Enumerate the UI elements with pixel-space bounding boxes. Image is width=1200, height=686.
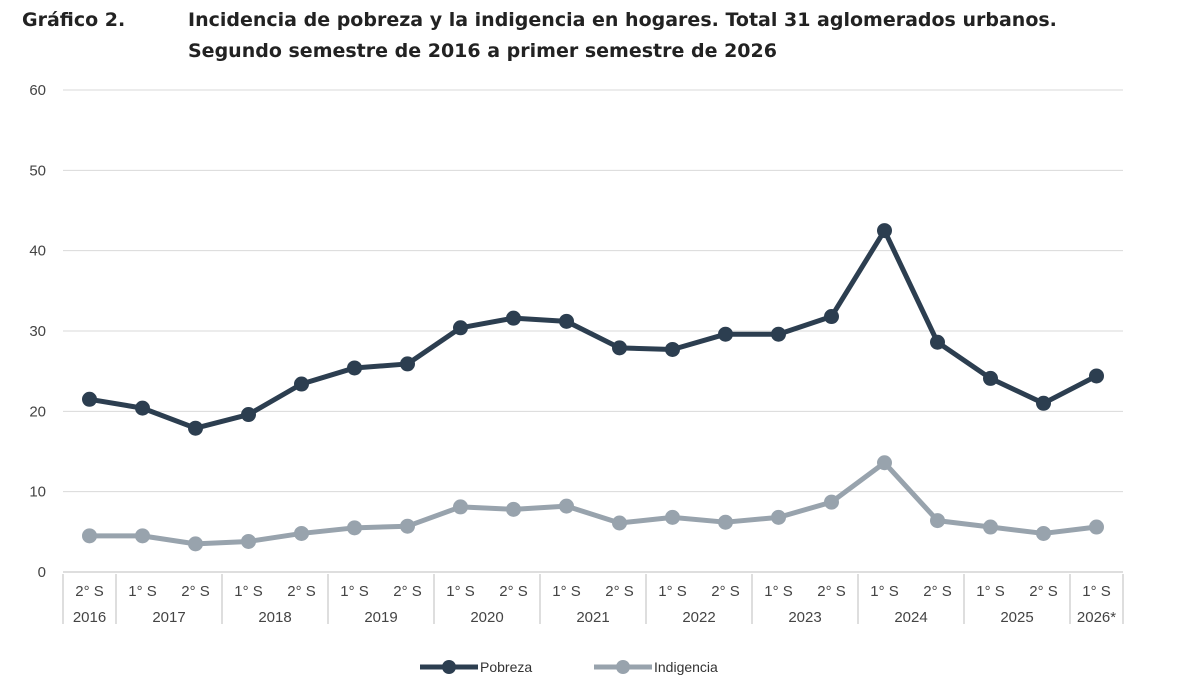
data-point-pobreza [1089,368,1104,384]
data-point-indigencia [1036,525,1051,541]
x-tick-label: 1° S [764,583,793,600]
x-tick-label: 1° S [870,583,899,600]
y-tick-label: 20 [29,403,46,420]
data-point-indigencia [453,499,468,515]
x-tick-label: 1° S [234,583,263,600]
data-point-indigencia [241,533,256,549]
data-point-pobreza [400,356,415,372]
legend-label: Pobreza [480,659,532,675]
year-label: 2018 [258,609,291,626]
data-point-pobreza [453,320,468,336]
year-label: 2023 [788,609,821,626]
x-tick-label: 2° S [499,583,528,600]
data-point-indigencia [559,498,574,514]
y-tick-label: 40 [29,243,46,260]
data-point-pobreza [135,400,150,416]
data-point-indigencia [718,514,733,530]
data-point-pobreza [824,309,839,325]
data-point-pobreza [877,223,892,239]
x-axis: 0 10 20 30 40 50 60 2° S 1° S 2° S 1° S 2° S 1° S 2° … [29,82,1124,626]
data-point-indigencia [877,455,892,471]
x-tick-label: 2° S [923,583,952,600]
data-point-indigencia [347,520,362,536]
data-point-pobreza [294,376,309,392]
legend-swatch-marker [616,660,630,674]
x-tick-label: 1° S [552,583,581,600]
x-tick-label: 1° S [658,583,687,600]
data-point-indigencia [294,525,309,541]
data-point-indigencia [188,536,203,552]
x-tick-label: 1° S [1082,583,1111,600]
x-tick-label: 1° S [340,583,369,600]
data-point-pobreza [82,391,97,407]
series-line-pobreza [87,228,1099,431]
data-point-indigencia [82,528,97,544]
y-tick-label: 50 [29,162,46,179]
legend-swatch-marker [442,660,456,674]
data-point-pobreza [771,326,786,342]
x-tick-label: 2° S [181,583,210,600]
data-point-indigencia [400,518,415,534]
data-point-indigencia [824,494,839,510]
series-line-indigencia [87,460,1099,547]
data-point-pobreza [930,334,945,350]
chart-title-line2: Segundo semestre de 2016 a primer semest… [188,40,777,62]
y-tick-label: 0 [38,564,46,581]
plot-area [82,223,1104,552]
data-point-indigencia [930,513,945,529]
data-point-pobreza [612,340,627,356]
data-point-indigencia [1089,519,1104,535]
y-tick-label: 60 [29,82,46,99]
x-tick-label: 2° S [1029,583,1058,600]
data-point-indigencia [612,515,627,531]
data-point-pobreza [718,326,733,342]
year-label: 2022 [682,609,715,626]
x-tick-label: 1° S [446,583,475,600]
data-point-pobreza [188,420,203,436]
year-label: 2021 [576,609,609,626]
x-tick-label: 2° S [605,583,634,600]
y-tick-label: 30 [29,323,46,340]
data-point-indigencia [983,519,998,535]
year-label: 2026* [1077,609,1116,626]
year-label: 2020 [470,609,503,626]
x-tick-label: 2° S [393,583,422,600]
legend: Pobreza Indigencia [420,659,718,675]
data-point-indigencia [135,528,150,544]
year-label: 2016 [73,609,106,626]
year-label: 2024 [894,609,927,626]
data-point-indigencia [665,509,680,525]
data-point-pobreza [983,370,998,386]
data-point-indigencia [506,501,521,517]
data-point-pobreza [347,360,362,376]
y-tick-label: 10 [29,484,46,501]
year-label: 2017 [152,609,185,626]
data-point-pobreza [665,341,680,357]
data-point-pobreza [241,407,256,423]
x-tick-label: 1° S [976,583,1005,600]
data-point-pobreza [506,310,521,326]
grid [63,89,1123,573]
x-tick-label: 1° S [128,583,157,600]
chart-label: Gráfico 2. [22,9,125,31]
x-tick-label: 2° S [711,583,740,600]
data-point-indigencia [771,509,786,525]
x-tick-label: 2° S [817,583,846,600]
data-point-pobreza [1036,395,1051,411]
x-tick-label: 2° S [75,583,104,600]
year-label: 2025 [1000,609,1033,626]
legend-label: Indigencia [654,659,718,675]
year-label: 2019 [364,609,397,626]
x-tick-label: 2° S [287,583,316,600]
data-point-pobreza [559,313,574,329]
chart-title-line1: Incidencia de pobreza y la indigencia en… [188,9,1057,31]
